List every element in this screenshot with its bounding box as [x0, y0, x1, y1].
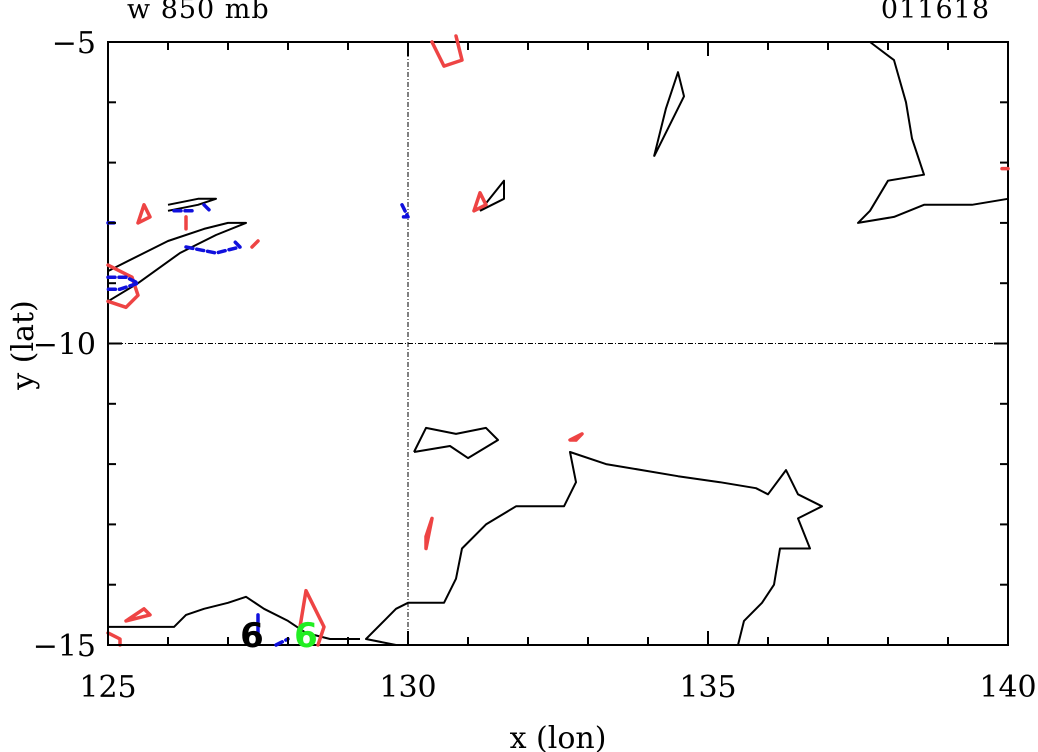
coastline-segment	[107, 221, 247, 303]
positive-contour	[124, 607, 152, 623]
x-axis-label: x (lon)	[510, 721, 607, 752]
coastlines	[107, 41, 1009, 646]
positive-contour	[106, 631, 122, 647]
chart-title-datetime: 011618	[880, 0, 990, 25]
negative-contour	[184, 239, 242, 255]
negative-contour	[274, 637, 290, 647]
coastline-segment	[479, 179, 505, 212]
station-marker: 6	[240, 616, 264, 656]
x-tick-label: 125	[79, 670, 136, 705]
reference-lines	[108, 42, 1008, 645]
chart-title-variable: w 850 mb	[127, 0, 270, 25]
negative-contour	[400, 203, 410, 219]
negative-contour	[202, 203, 212, 213]
positive-contour	[424, 516, 434, 551]
y-tick-label: −10	[33, 328, 96, 363]
coastline-segment	[653, 71, 685, 158]
x-tick-label: 135	[679, 670, 736, 705]
positive-contour	[568, 432, 584, 442]
station-marker: 6	[294, 616, 318, 656]
axis-ticks	[107, 41, 1009, 646]
y-tick-label: −5	[52, 26, 96, 61]
y-axis-label: y (lat)	[6, 300, 41, 390]
coastline-segment	[167, 197, 217, 212]
x-tick-label: 140	[979, 670, 1036, 705]
coastline-segment	[828, 41, 1009, 224]
positive-contour	[298, 588, 326, 647]
positive-contour	[106, 263, 140, 310]
coastline-segment	[108, 595, 360, 640]
coastline-segment	[365, 451, 823, 646]
positive-contour	[472, 191, 488, 213]
negative-contour	[106, 275, 140, 291]
positive-contour	[136, 203, 152, 225]
axis-tick-labels: 125 130 135 140 −15 −10 −5	[33, 26, 1037, 705]
y-tick-label: −15	[33, 629, 96, 664]
positive-contour	[430, 34, 464, 68]
positive-contours	[106, 34, 1010, 647]
coastline-segment	[413, 426, 499, 460]
x-tick-label: 130	[379, 670, 436, 705]
negative-contours	[106, 203, 410, 647]
positive-contour	[250, 239, 260, 249]
